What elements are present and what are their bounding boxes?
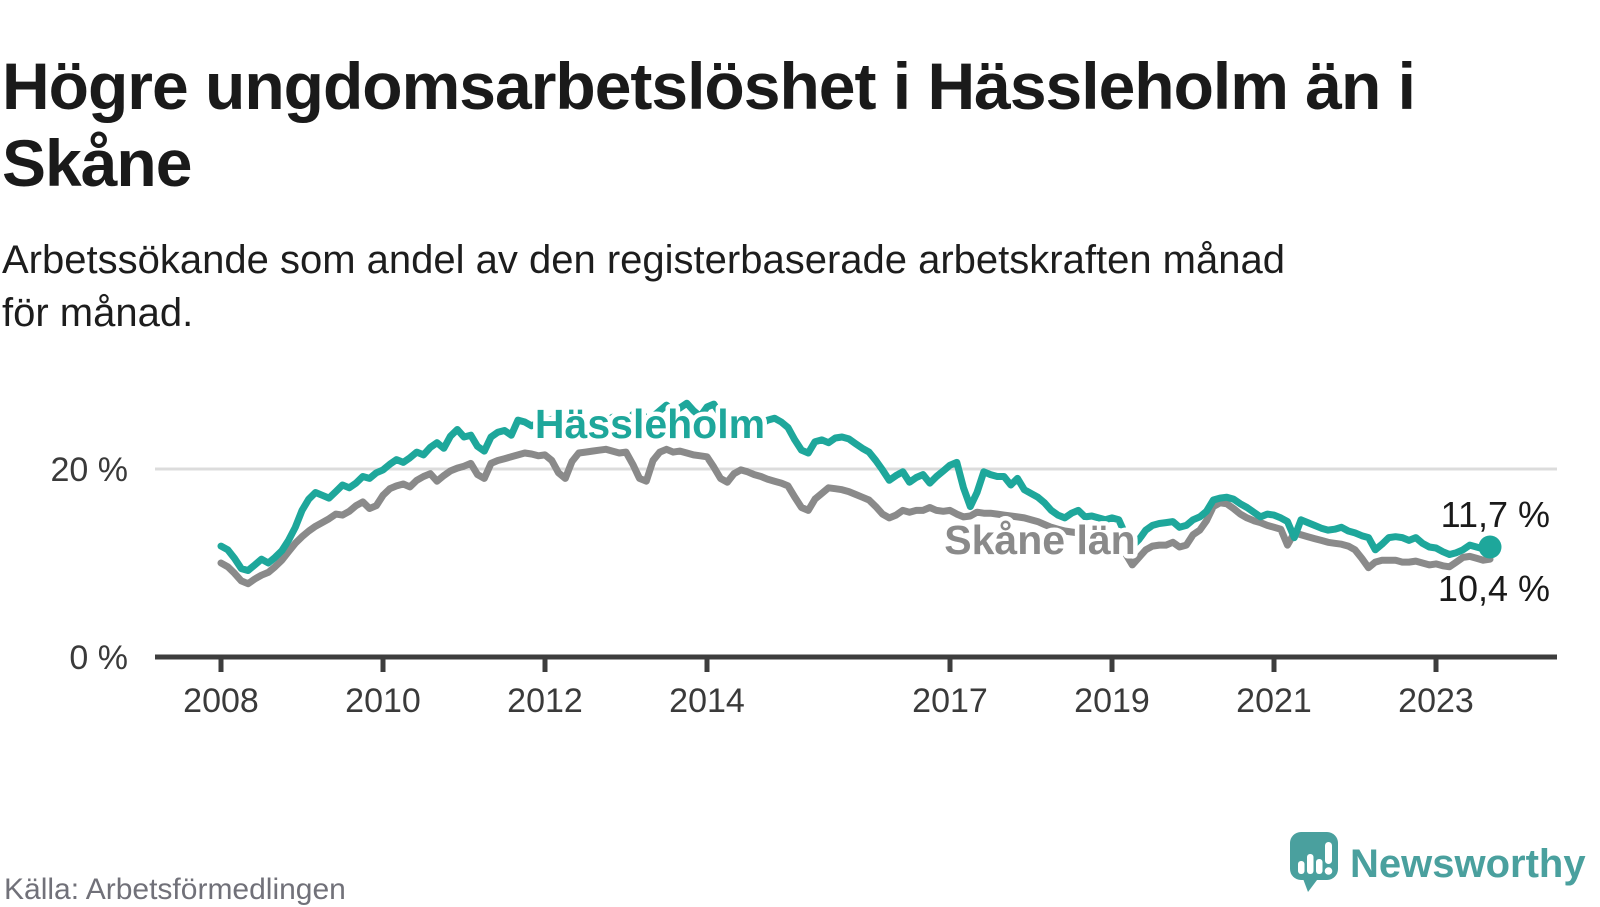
source-note: Källa: Arbetsförmedlingen <box>4 873 346 906</box>
newsworthy-logo-bubble-icon <box>1290 832 1338 892</box>
y-axis-label-0: 0 % <box>69 639 128 677</box>
brand-text: Newsworthy <box>1350 842 1586 886</box>
x-tick-label: 2010 <box>345 682 421 720</box>
x-axis-ticks: 2008 2010 2012 2014 2017 2019 2021 2023 <box>183 657 1474 720</box>
newsworthy-logo: Newsworthy <box>1290 832 1586 892</box>
x-tick-label: 2021 <box>1236 682 1312 720</box>
y-axis-label-20: 20 % <box>51 451 129 489</box>
series-line-h-ssleholm <box>217 399 1494 574</box>
series-lines <box>217 399 1494 588</box>
end-value-skane: 10,4 % <box>1438 568 1550 609</box>
x-tick-label: 2017 <box>912 682 988 720</box>
x-tick-label: 2023 <box>1398 682 1474 720</box>
page-title: Högre ungdomsarbetslöshet i Hässleholm ä… <box>2 49 1416 200</box>
x-tick-label: 2014 <box>669 682 745 720</box>
series-end-dot <box>1478 535 1502 559</box>
end-value-hassleholm: 11,7 % <box>1441 494 1550 535</box>
x-tick-label: 2019 <box>1074 682 1150 720</box>
x-tick-label: 2008 <box>183 682 259 720</box>
series-label-skane: Skåne län <box>944 517 1135 563</box>
series-line-sk-ne-l-n <box>217 445 1494 588</box>
series-label-hassleholm: Hässleholm <box>535 401 765 447</box>
page-subtitle: Arbetssökande som andel av den registerb… <box>2 238 1285 335</box>
x-tick-label: 2012 <box>507 682 583 720</box>
